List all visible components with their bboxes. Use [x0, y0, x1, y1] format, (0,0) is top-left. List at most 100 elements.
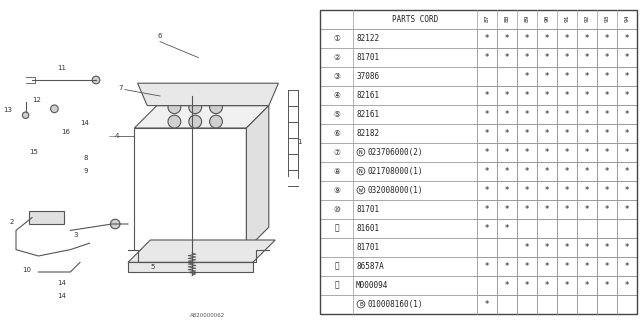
Text: *: * — [584, 52, 589, 61]
Text: *: * — [525, 204, 529, 214]
Text: *: * — [484, 261, 489, 271]
Text: *: * — [584, 186, 589, 195]
Text: 13: 13 — [3, 107, 12, 113]
Text: 023706000(2): 023706000(2) — [367, 148, 423, 156]
Text: *: * — [564, 204, 569, 214]
Text: *: * — [584, 91, 589, 100]
Circle shape — [168, 115, 181, 128]
Text: *: * — [625, 204, 629, 214]
Text: *: * — [605, 243, 609, 252]
Text: 82161: 82161 — [356, 91, 379, 100]
Text: 81701: 81701 — [356, 52, 379, 61]
Circle shape — [110, 219, 120, 229]
Text: *: * — [584, 129, 589, 138]
Text: *: * — [584, 261, 589, 271]
Text: *: * — [505, 186, 509, 195]
Text: *: * — [564, 109, 569, 119]
Text: 16: 16 — [61, 129, 70, 135]
Text: 7: 7 — [118, 84, 123, 91]
Text: ⑬: ⑬ — [334, 281, 339, 290]
Text: *: * — [545, 109, 549, 119]
Text: ③: ③ — [333, 72, 340, 81]
Text: 14: 14 — [58, 292, 67, 299]
Text: 37086: 37086 — [356, 72, 379, 81]
Text: ⑪: ⑪ — [334, 224, 339, 233]
Text: 90: 90 — [544, 14, 549, 22]
Circle shape — [189, 115, 202, 128]
Text: *: * — [625, 34, 629, 43]
Text: *: * — [525, 52, 529, 61]
Text: *: * — [625, 109, 629, 119]
Text: 81701: 81701 — [356, 204, 379, 214]
Text: 93: 93 — [604, 14, 609, 22]
Text: *: * — [525, 281, 529, 290]
Text: ⑩: ⑩ — [333, 204, 340, 214]
Polygon shape — [138, 83, 278, 106]
Text: *: * — [564, 91, 569, 100]
Text: 88: 88 — [504, 14, 509, 22]
Text: ②: ② — [333, 52, 340, 61]
Text: *: * — [525, 167, 529, 176]
Circle shape — [51, 105, 58, 113]
Text: 12: 12 — [32, 97, 41, 103]
Text: —4: —4 — [109, 132, 120, 139]
Text: *: * — [484, 186, 489, 195]
Text: *: * — [505, 91, 509, 100]
Text: *: * — [564, 52, 569, 61]
Text: *: * — [605, 204, 609, 214]
Text: ①: ① — [333, 34, 340, 43]
Text: *: * — [505, 34, 509, 43]
Text: *: * — [584, 167, 589, 176]
Text: 81601: 81601 — [356, 224, 379, 233]
Text: *: * — [564, 281, 569, 290]
Text: W: W — [359, 188, 363, 193]
Text: ⑧: ⑧ — [333, 167, 340, 176]
Text: 87: 87 — [484, 14, 490, 22]
Text: ⑫: ⑫ — [334, 261, 339, 271]
Text: *: * — [625, 148, 629, 156]
Text: 94: 94 — [624, 14, 629, 22]
Text: PARTS CORD: PARTS CORD — [392, 15, 438, 24]
Text: ⑨: ⑨ — [333, 186, 340, 195]
Text: *: * — [545, 52, 549, 61]
Text: *: * — [545, 129, 549, 138]
Text: N: N — [359, 169, 363, 173]
Text: 11: 11 — [58, 65, 67, 71]
Text: *: * — [584, 148, 589, 156]
Text: *: * — [564, 261, 569, 271]
Text: *: * — [545, 167, 549, 176]
Text: 89: 89 — [524, 14, 529, 22]
Text: *: * — [484, 204, 489, 214]
Text: B: B — [359, 301, 363, 307]
Circle shape — [189, 101, 202, 114]
Polygon shape — [128, 262, 253, 272]
Text: *: * — [545, 281, 549, 290]
Polygon shape — [246, 106, 269, 250]
Text: *: * — [484, 300, 489, 308]
Text: *: * — [525, 148, 529, 156]
Text: *: * — [605, 261, 609, 271]
Text: 82161: 82161 — [356, 109, 379, 119]
Circle shape — [92, 76, 100, 84]
Text: *: * — [625, 72, 629, 81]
Text: *: * — [545, 91, 549, 100]
Text: *: * — [564, 243, 569, 252]
Text: 10: 10 — [22, 267, 31, 273]
Text: 3: 3 — [74, 232, 78, 238]
Text: *: * — [505, 224, 509, 233]
Text: *: * — [505, 167, 509, 176]
Text: *: * — [525, 243, 529, 252]
Text: *: * — [605, 109, 609, 119]
Text: *: * — [525, 261, 529, 271]
Text: A820000062: A820000062 — [190, 313, 226, 318]
Text: *: * — [605, 167, 609, 176]
Text: 6: 6 — [157, 33, 163, 39]
Circle shape — [22, 112, 29, 118]
Text: *: * — [545, 72, 549, 81]
Text: *: * — [484, 224, 489, 233]
Text: *: * — [605, 129, 609, 138]
Text: *: * — [605, 52, 609, 61]
Text: *: * — [584, 204, 589, 214]
Text: *: * — [545, 148, 549, 156]
Text: *: * — [545, 186, 549, 195]
